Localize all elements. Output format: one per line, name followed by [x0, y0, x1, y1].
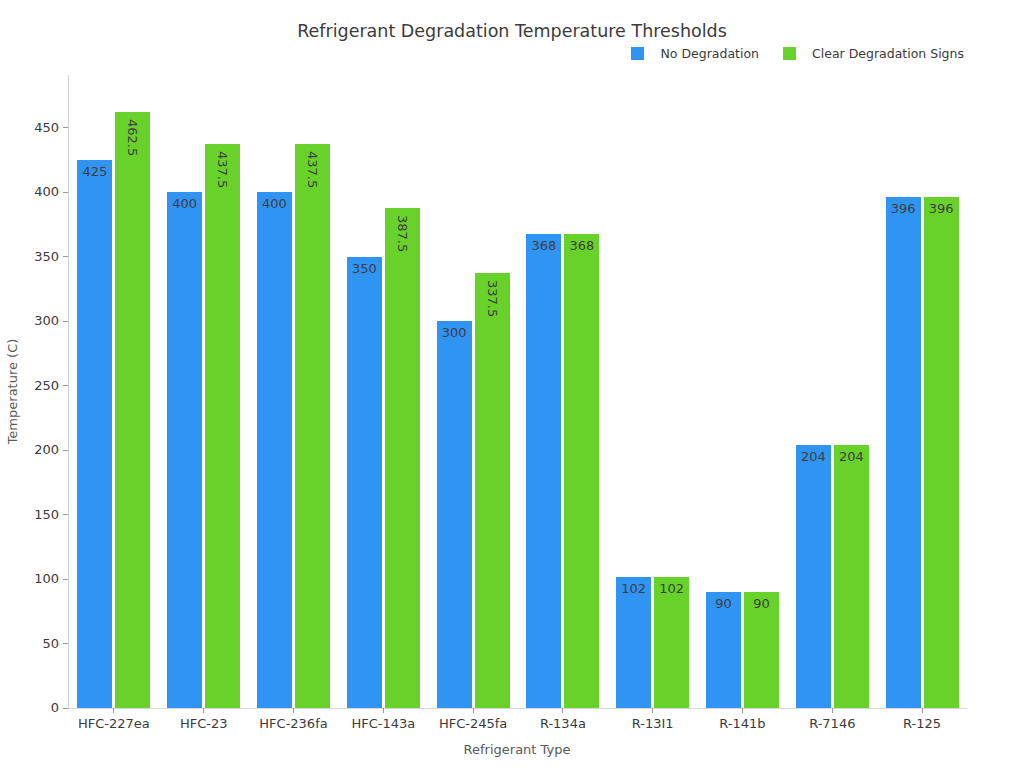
x-tick-mark — [113, 708, 114, 713]
bar-value-label: 337.5 — [485, 280, 500, 317]
y-tick-label: 0 — [13, 701, 59, 715]
bar-hfc-236fa-s0: 400 — [257, 192, 292, 708]
x-tick-mark — [203, 708, 204, 713]
x-tick-mark — [293, 708, 294, 713]
figure: Refrigerant Degradation Temperature Thre… — [0, 0, 1024, 768]
bar-value-label: 204 — [834, 449, 869, 464]
y-tick-mark — [63, 579, 68, 580]
y-tick-label: 200 — [13, 443, 59, 457]
bar-r-7146-s0: 204 — [796, 445, 831, 708]
y-tick-label: 100 — [13, 572, 59, 586]
bar-hfc-227ea-s1: 462.5 — [115, 112, 150, 708]
y-tick-label: 400 — [13, 185, 59, 199]
bar-r-13i1-s0: 102 — [616, 577, 651, 708]
bar-value-label: 396 — [886, 201, 921, 216]
bar-value-label: 437.5 — [305, 151, 320, 188]
x-tick-mark — [652, 708, 653, 713]
bar-r-125-s1: 396 — [924, 197, 959, 708]
y-tick-mark — [63, 708, 68, 709]
y-tick-mark — [63, 385, 68, 386]
legend: No Degradation Clear Degradation Signs — [631, 46, 964, 61]
bar-r-13i1-s1: 102 — [654, 577, 689, 708]
bar-value-label: 400 — [167, 196, 202, 211]
y-tick-label: 300 — [13, 314, 59, 328]
bar-value-label: 437.5 — [215, 151, 230, 188]
y-tick-label: 50 — [13, 637, 59, 651]
x-tick-mark — [562, 708, 563, 713]
y-tick-label: 150 — [13, 508, 59, 522]
bar-r-141b-s1: 90 — [744, 592, 779, 708]
bar-value-label: 368 — [526, 238, 561, 253]
legend-item-clear-degradation-signs[interactable]: Clear Degradation Signs — [783, 46, 964, 61]
x-tick-label: R-125 — [862, 716, 982, 731]
bar-value-label: 300 — [437, 325, 472, 340]
bar-value-label: 400 — [257, 196, 292, 211]
x-tick-mark — [922, 708, 923, 713]
bar-r-125-s0: 396 — [886, 197, 921, 708]
bar-value-label: 102 — [616, 581, 651, 596]
y-tick-mark — [63, 192, 68, 193]
bar-r-141b-s0: 90 — [706, 592, 741, 708]
bar-value-label: 462.5 — [125, 119, 140, 156]
bar-hfc-23-s1: 437.5 — [205, 144, 240, 708]
x-tick-mark — [742, 708, 743, 713]
legend-item-no-degradation[interactable]: No Degradation — [631, 46, 759, 61]
bar-hfc-23-s0: 400 — [167, 192, 202, 708]
bar-hfc-236fa-s1: 437.5 — [295, 144, 330, 708]
bar-r-7146-s1: 204 — [834, 445, 869, 708]
y-tick-mark — [63, 514, 68, 515]
x-tick-mark — [383, 708, 384, 713]
legend-swatch-icon — [783, 47, 796, 60]
bar-r-134a-s0: 368 — [526, 234, 561, 708]
y-tick-label: 350 — [13, 250, 59, 264]
plot-area: 050100150200250300350400450HFC-227ea4254… — [68, 75, 967, 709]
bar-r-134a-s1: 368 — [564, 234, 599, 708]
bar-value-label: 387.5 — [395, 215, 410, 252]
x-tick-mark — [832, 708, 833, 713]
legend-label: No Degradation — [660, 46, 759, 61]
legend-label: Clear Degradation Signs — [812, 46, 964, 61]
y-tick-mark — [63, 256, 68, 257]
legend-swatch-icon — [631, 47, 644, 60]
y-tick-mark — [63, 321, 68, 322]
bar-hfc-245fa-s0: 300 — [437, 321, 472, 708]
x-tick-mark — [473, 708, 474, 713]
bar-value-label: 350 — [347, 261, 382, 276]
bar-hfc-143a-s0: 350 — [347, 257, 382, 708]
y-tick-mark — [63, 643, 68, 644]
y-tick-label: 250 — [13, 379, 59, 393]
bar-value-label: 425 — [77, 164, 112, 179]
bar-hfc-245fa-s1: 337.5 — [475, 273, 510, 708]
bar-value-label: 368 — [564, 238, 599, 253]
y-tick-mark — [63, 127, 68, 128]
y-tick-mark — [63, 450, 68, 451]
bar-value-label: 102 — [654, 581, 689, 596]
bar-value-label: 90 — [706, 596, 741, 611]
x-axis-title: Refrigerant Type — [68, 742, 966, 757]
bar-hfc-227ea-s0: 425 — [77, 160, 112, 708]
bar-value-label: 90 — [744, 596, 779, 611]
chart-title: Refrigerant Degradation Temperature Thre… — [0, 21, 1024, 41]
bar-value-label: 396 — [924, 201, 959, 216]
bar-hfc-143a-s1: 387.5 — [385, 208, 420, 708]
y-tick-label: 450 — [13, 121, 59, 135]
bar-value-label: 204 — [796, 449, 831, 464]
